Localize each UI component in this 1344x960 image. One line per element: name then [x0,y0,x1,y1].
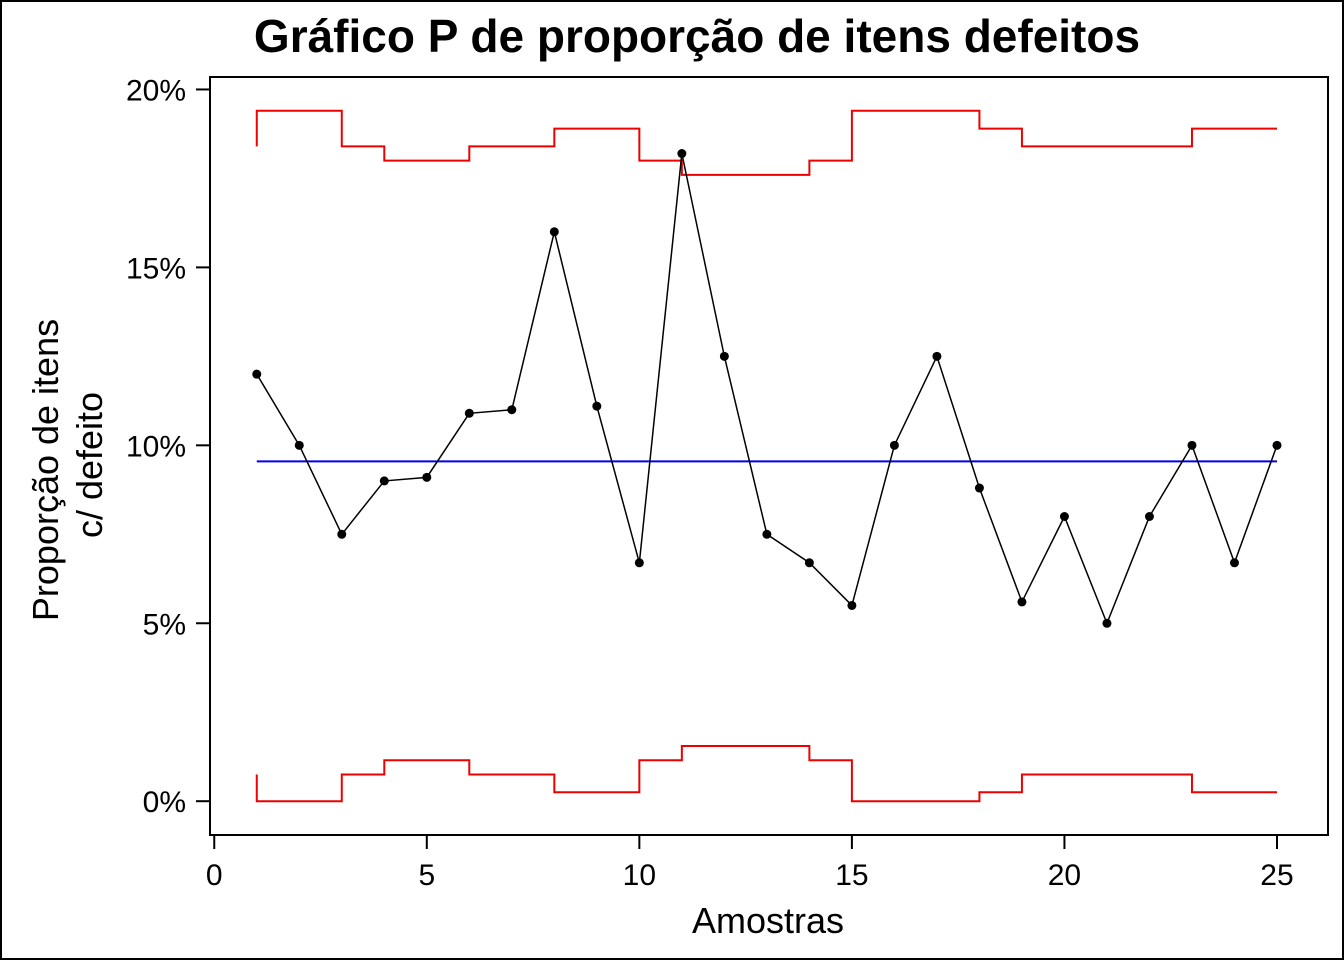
data-point [422,472,432,482]
data-point [507,405,517,415]
y-tick-label: 20% [126,74,186,107]
y-tick-label: 15% [126,252,186,285]
x-axis-label: Amostras [692,900,844,941]
data-point [1187,440,1197,450]
data-point [847,600,857,610]
data-point [889,440,899,450]
data-point [932,351,942,361]
data-point [379,476,389,486]
data-point [549,227,559,237]
data-point [464,408,474,418]
data-point [1144,511,1154,521]
data-point [252,369,262,379]
y-tick-label: 0% [143,786,186,819]
data-point [804,558,814,568]
lower-control-limit [255,745,1277,803]
data-point [1102,618,1112,628]
data-point [1059,511,1069,521]
data-point [1017,597,1027,607]
x-tick-label: 20 [1048,859,1081,892]
y-axis-label: Proporção de itens c/ defeito [25,309,110,621]
y-axis-label-line-1: Proporção de itens [25,319,66,621]
y-axis-label-line-2: c/ defeito [69,392,110,538]
plot-frame [209,76,1329,836]
x-tick-label: 25 [1260,859,1293,892]
upper-control-limit [255,109,1277,176]
x-tick-label: 5 [418,859,435,892]
data-point [1229,558,1239,568]
y-tick-label: 10% [126,430,186,463]
data-point [1272,440,1282,450]
x-tick-label: 0 [206,859,223,892]
x-axis: 0 5 10 15 20 25 [206,835,1294,892]
chart-title: Gráfico P de proporção de itens defeitos [254,10,1140,62]
data-point [592,401,602,411]
data-point [294,440,304,450]
y-axis: 0% 5% 10% 15% 20% [126,74,210,819]
data-point [634,558,644,568]
data-point [337,529,347,539]
data-point [762,529,772,539]
x-tick-label: 15 [835,859,868,892]
data-point [677,149,687,159]
control-limits [255,109,1277,803]
y-tick-label: 5% [143,608,186,641]
data-series [252,149,1282,628]
x-tick-label: 10 [623,859,656,892]
data-point [719,351,729,361]
data-point [974,483,984,493]
